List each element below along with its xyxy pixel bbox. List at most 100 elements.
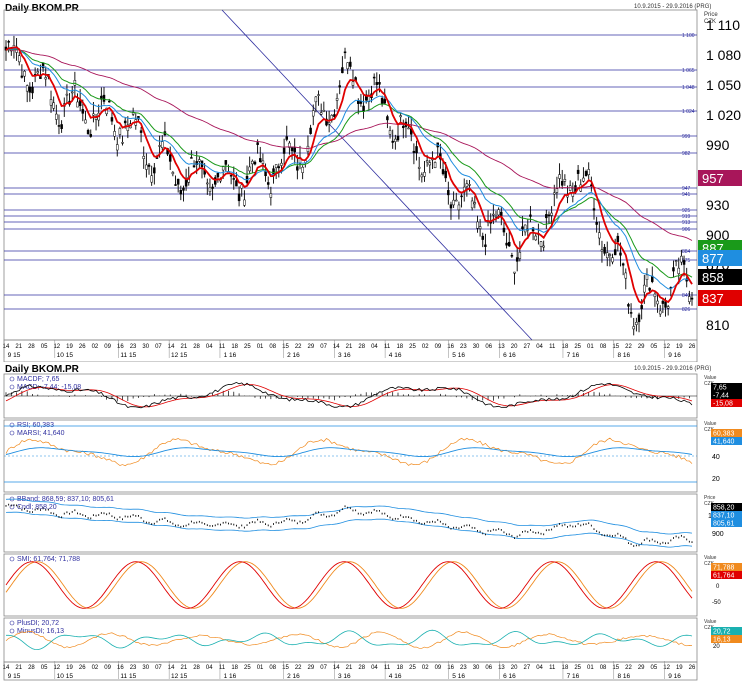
price-axis-day-label: 14 (333, 344, 340, 350)
bband-frame (3, 493, 698, 553)
dmi-tick-label: 20 (713, 644, 720, 650)
price-axis-day-label: 23 (460, 344, 467, 350)
candle-body (576, 169, 580, 174)
indicator-axis-month-label: 3 16 (338, 673, 351, 680)
candle-body (229, 175, 233, 177)
candle-body (500, 211, 503, 216)
indicator-axis-day-label: 28 (358, 665, 365, 671)
candle-body (251, 160, 254, 165)
candle-body (105, 107, 108, 115)
indicator-panel: Daily BKOM.PR 10.9.2015 - 29.9.2016 (PRG… (0, 364, 746, 682)
chart-title: Daily BKOM.PR (5, 3, 79, 14)
candle-body (425, 160, 429, 163)
price-axis-day-label: 09 (435, 344, 442, 350)
candle-body (518, 252, 522, 259)
indicator-axis-day-label: 14 (168, 665, 175, 671)
candle-body (274, 164, 278, 168)
candle-body (492, 213, 495, 216)
indicator-axis-month-label: 9 16 (668, 673, 681, 680)
candle-body (388, 130, 392, 135)
candle-body (449, 204, 453, 209)
price-axis-month-label: 3 16 (338, 352, 351, 359)
bband-axis-unit: CZK (704, 501, 715, 507)
indicator-axis-month-label: 12 15 (171, 673, 188, 680)
candle-body (319, 112, 323, 115)
rsi-legend-marker (9, 430, 15, 436)
price-axis-day-label: 12 (663, 344, 670, 350)
indicator-axis-day-label: 21 (346, 665, 353, 671)
candle-body (510, 255, 514, 257)
indicator-axis-month-label: 2 16 (287, 673, 300, 680)
candle-body (346, 62, 349, 70)
ma-slow-line (5, 48, 693, 279)
candle-body (433, 162, 437, 169)
indicator-axis-day-label: 15 (282, 665, 289, 671)
price-badge (698, 170, 742, 186)
indicator-axis-day-label: 30 (473, 665, 480, 671)
indicator-axis-day-label: 26 (79, 665, 86, 671)
candle-body (65, 93, 69, 96)
candle-body (635, 321, 638, 325)
macd-value-badge (711, 391, 742, 399)
candle-body (282, 147, 286, 154)
indicator-axis-day-label: 13 (498, 665, 505, 671)
indicator-axis-day-label: 25 (409, 665, 416, 671)
candle-body (547, 214, 551, 217)
indicator-axis-day-label: 12 (53, 665, 60, 671)
indicator-axis-day-label: 18 (396, 665, 403, 671)
candle-body (195, 161, 198, 165)
candle-body (656, 300, 659, 305)
dmi-legend-marker (9, 620, 15, 626)
candle-body (309, 127, 312, 134)
candle-body (545, 214, 548, 219)
smi-axis-unit: CZK (704, 561, 715, 567)
horizontal-level-label: 1 100 (682, 33, 695, 39)
candle-body (534, 235, 537, 241)
macd-legend-text: MACDF; 7,65 (17, 376, 60, 383)
candle-body (264, 171, 267, 177)
price-badge-label: 957 (702, 171, 724, 186)
smi-tick-label: -50 (712, 600, 721, 606)
bband-axis-caption: Price (704, 495, 716, 501)
indicator-axis-day-label: 25 (574, 665, 581, 671)
candle-body (232, 178, 236, 180)
price-axis-day-label: 20 (511, 344, 518, 350)
horizontal-level-label: 999 (682, 134, 691, 140)
bband-legend-text: BBand; 868,59; 837,10; 805,61 (17, 496, 114, 503)
candle-body (115, 144, 119, 151)
price-axis-month-label: 5 16 (452, 352, 465, 359)
indicator-axis-day-label: 06 (485, 665, 492, 671)
candle-body (582, 177, 585, 182)
candle-body (513, 271, 516, 274)
rsi-legend-marker (9, 422, 15, 428)
candle-body (391, 140, 394, 143)
indicator-axis-day-label: 28 (28, 665, 35, 671)
candle-body (375, 82, 379, 85)
macd-legend-marker (9, 376, 15, 382)
price-axis-caption: Price (704, 12, 718, 18)
price-axis-month-label: 8 16 (617, 352, 630, 359)
price-axis-day-label: 07 (155, 344, 162, 350)
candle-body (221, 166, 225, 171)
bband-lower-line (5, 511, 693, 548)
ma-mid-line (5, 48, 693, 290)
indicator-axis-day-label: 04 (206, 665, 213, 671)
candle-body (261, 160, 265, 164)
macd-legend-marker (9, 384, 15, 390)
candle-body (386, 116, 389, 121)
candle-body (550, 212, 553, 216)
smi-frame (3, 553, 698, 617)
candle-body (89, 134, 93, 137)
horizontal-level-label: 906 (682, 227, 691, 233)
candle-body (502, 227, 506, 233)
price-axis-month-label: 9 15 (8, 352, 21, 359)
candle-body (296, 166, 299, 171)
price-axis-day-label: 11 (219, 344, 226, 350)
candle-body (481, 235, 485, 240)
candle-body (161, 141, 164, 148)
candle-body (553, 192, 556, 195)
macd-axis-caption: Value (704, 375, 717, 381)
candle-body (555, 188, 559, 193)
candle-body (290, 147, 294, 152)
candle-body (447, 190, 450, 196)
